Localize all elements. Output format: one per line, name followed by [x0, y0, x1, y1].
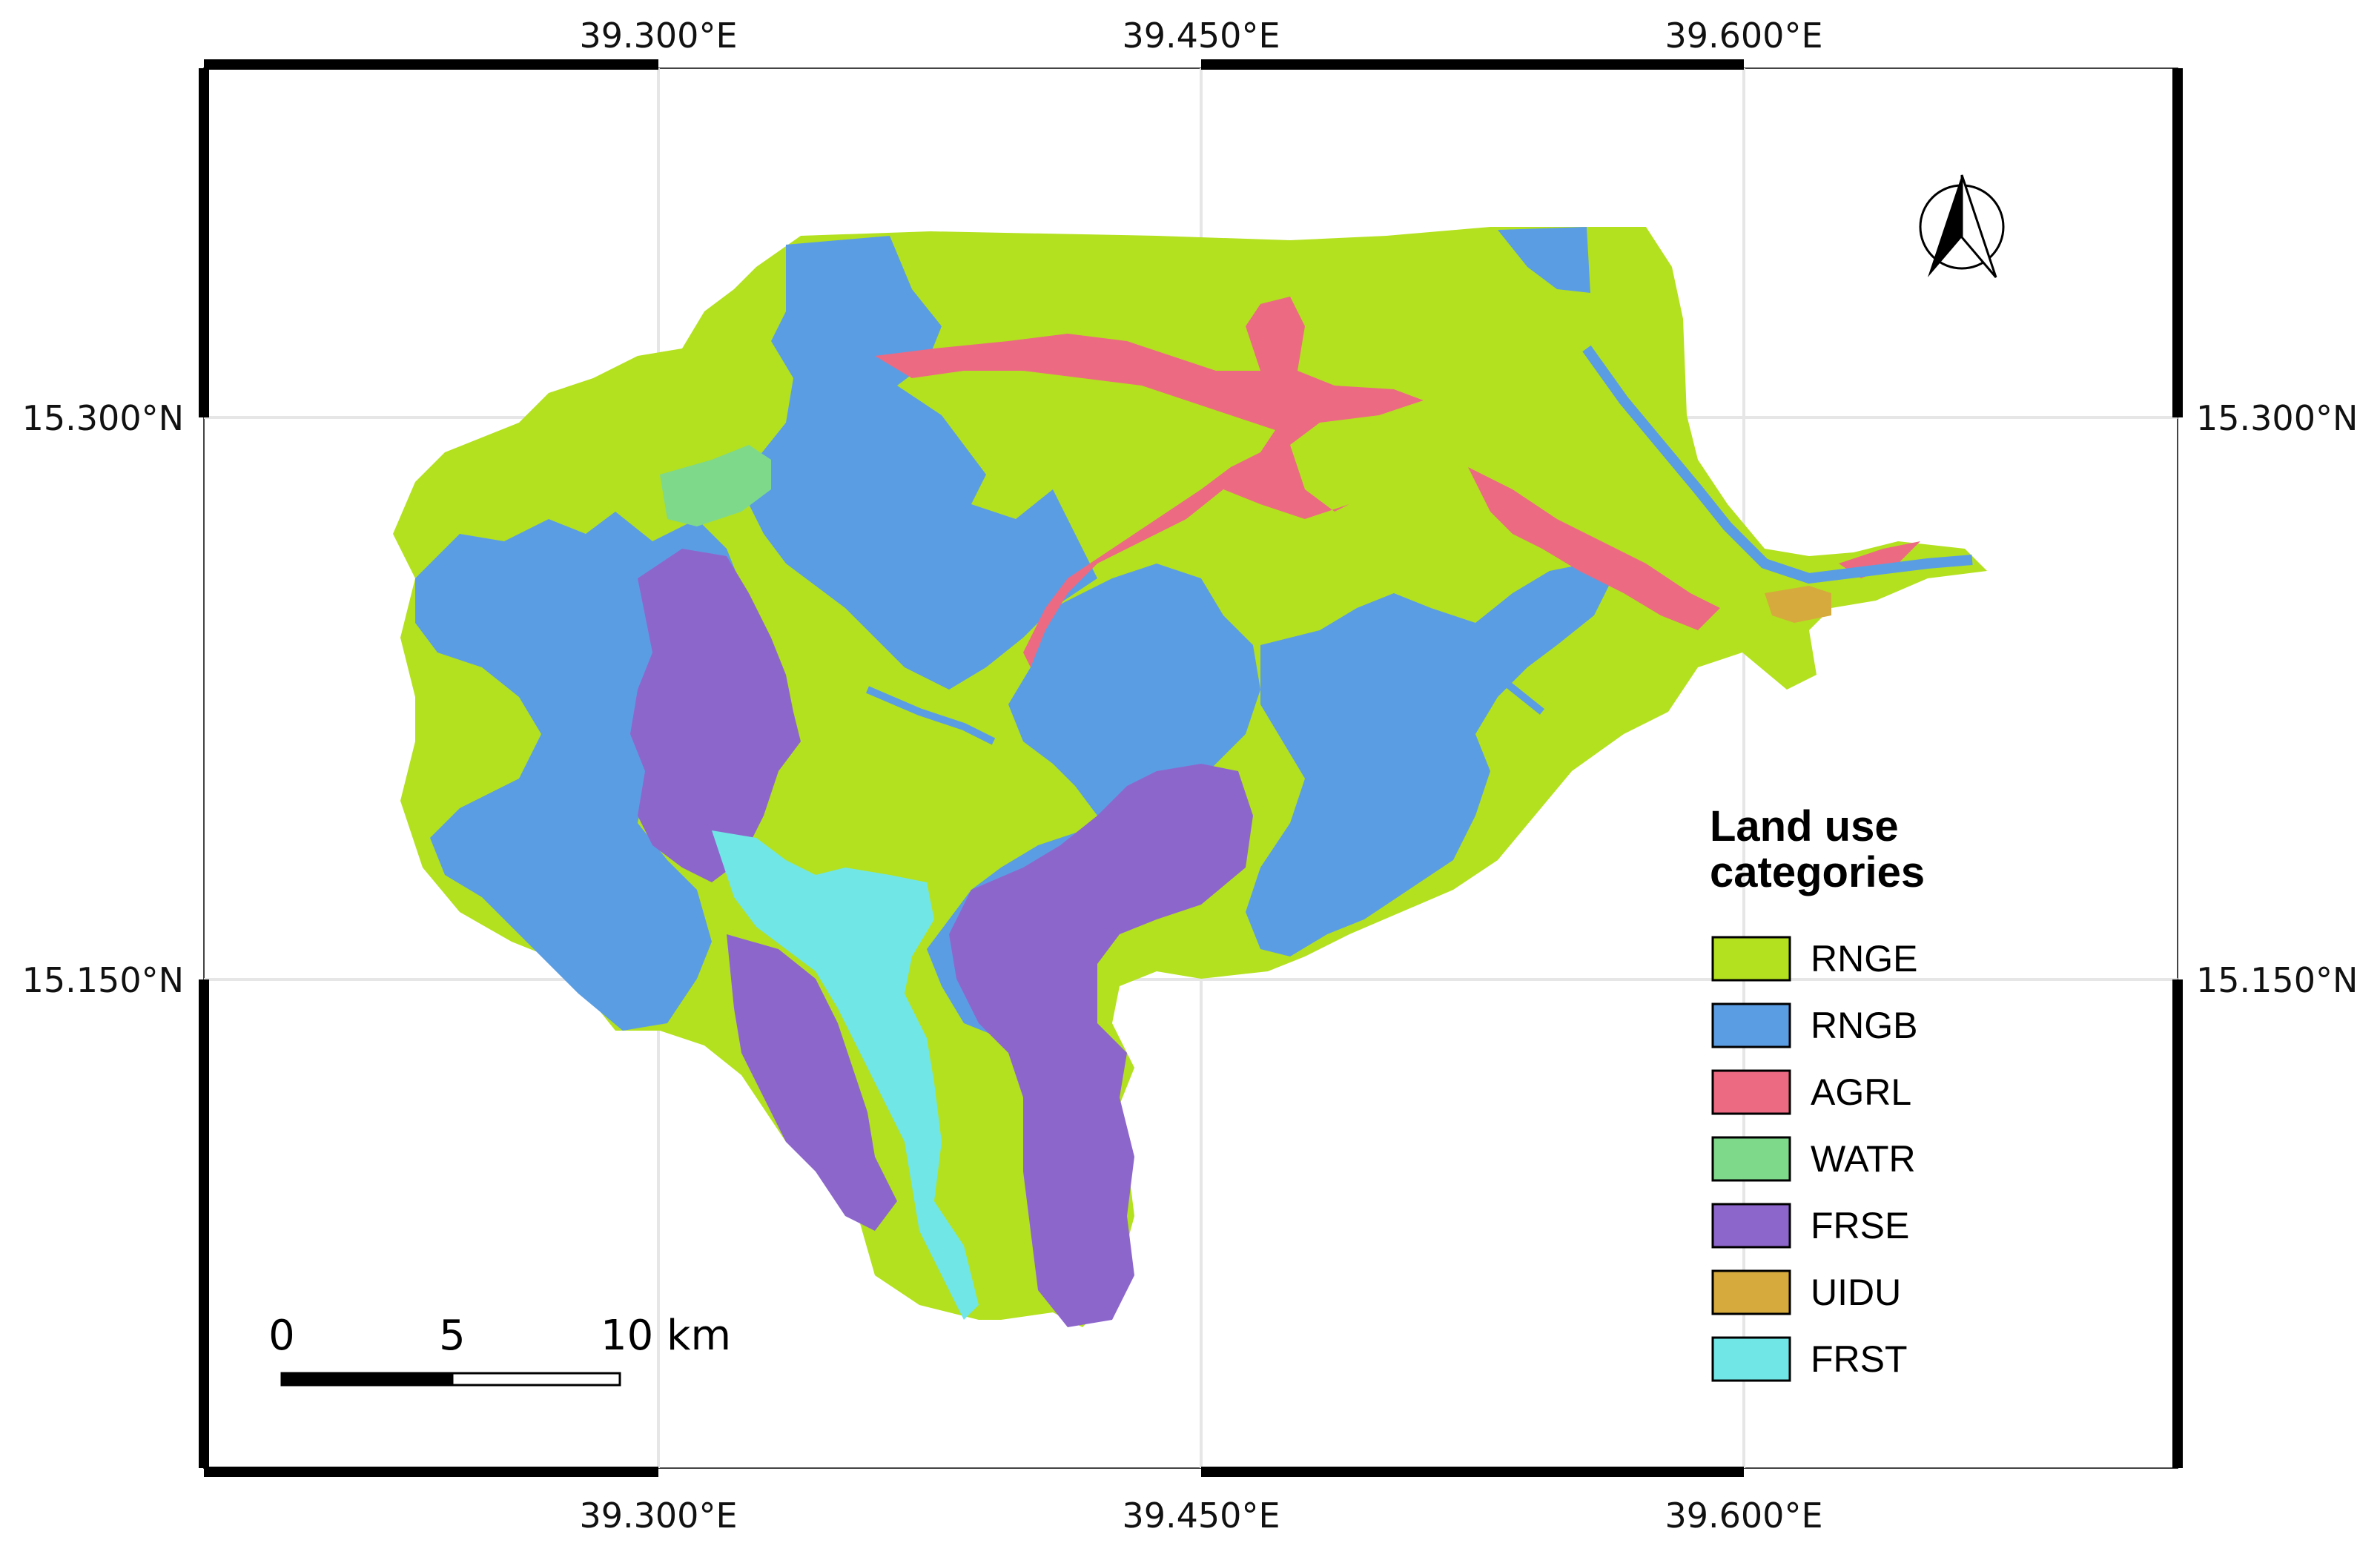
scale-label-10: 10 km — [601, 1312, 731, 1360]
region-frse — [949, 764, 1253, 1327]
legend-swatch-frst — [1711, 1336, 1791, 1382]
right-lat-label-2: 15.150°N — [2196, 960, 2358, 1000]
region-rngb — [749, 236, 1097, 690]
legend-swatch-frse — [1711, 1203, 1791, 1249]
legend-swatch-rnge — [1711, 936, 1791, 982]
frame-ticks — [199, 59, 2183, 1477]
region-frse — [630, 549, 801, 882]
bottom-lon-label-3: 39.600°E — [1665, 1496, 1822, 1536]
legend-label-uidu: UIDU — [1811, 1272, 1901, 1313]
top-lon-label-3: 39.600°E — [1665, 16, 1822, 56]
region-uidu — [1765, 586, 1831, 623]
legend-swatch-agrl — [1711, 1069, 1791, 1115]
left-lat-label-2: 15.150°N — [22, 960, 184, 1000]
legend-swatch-rngb — [1711, 1002, 1791, 1048]
region-rngb — [1498, 227, 1590, 293]
bottom-lon-label-1: 39.300°E — [579, 1496, 737, 1536]
scale-label-5: 5 — [439, 1312, 466, 1360]
region-rngb — [1246, 564, 1609, 956]
region-agrl — [875, 297, 1424, 667]
river-channel — [1406, 612, 1545, 715]
left-lat-label-1: 15.300°N — [22, 398, 184, 438]
region-frst — [712, 830, 979, 1320]
region-watr — [660, 445, 771, 526]
legend-title-line2: categories — [1710, 848, 1925, 896]
legend-swatch-watr — [1711, 1136, 1791, 1182]
region-agrl — [1468, 467, 1720, 630]
scale-label-0: 0 — [268, 1312, 295, 1360]
region-frse — [727, 934, 897, 1231]
right-lat-label-1: 15.300°N — [2196, 398, 2358, 438]
top-lon-label-1: 39.300°E — [579, 16, 737, 56]
legend-label-agrl: AGRL — [1811, 1071, 1911, 1113]
legend-title-line1: Land use — [1710, 802, 1899, 850]
bottom-lon-label-2: 39.450°E — [1122, 1496, 1280, 1536]
top-lon-label-2: 39.450°E — [1122, 16, 1280, 56]
legend-label-frse: FRSE — [1811, 1205, 1909, 1246]
river-channel — [1582, 345, 1973, 584]
legend-swatch-uidu — [1711, 1269, 1791, 1315]
scale-bar: 0 5 10 km — [268, 1312, 731, 1387]
north-arrow-icon — [1919, 174, 2005, 278]
river-channel — [866, 686, 996, 745]
legend: Land use categories RNGE RNGB AGRL WATR FRSE… — [1710, 802, 1925, 1382]
legend-label-watr: WATR — [1811, 1138, 1916, 1180]
legend-label-frst: FRST — [1811, 1338, 1908, 1380]
watershed-map — [393, 227, 1987, 1327]
legend-label-rnge: RNGE — [1811, 938, 1917, 979]
legend-label-rngb: RNGB — [1811, 1005, 1917, 1046]
